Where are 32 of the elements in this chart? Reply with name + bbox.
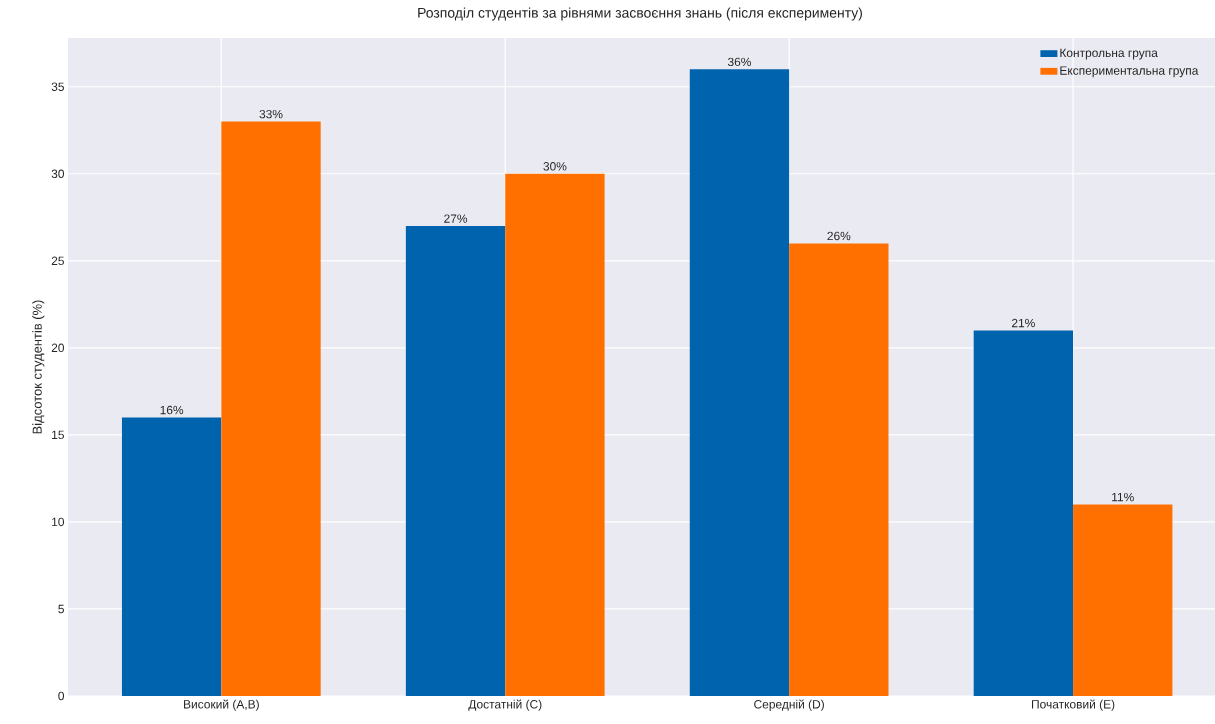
data-label: 36%	[727, 57, 751, 67]
bar	[973, 330, 1074, 696]
data-label: 16%	[160, 405, 184, 415]
y-tick-label: 25	[51, 256, 64, 266]
y-tick-label: 20	[51, 343, 65, 353]
y-tick-label: 10	[52, 517, 65, 527]
x-tick-label: Високий (A,B)	[184, 699, 259, 711]
bar	[405, 225, 506, 696]
data-label: 33%	[259, 109, 283, 119]
legend-label: Контрольна група	[1060, 48, 1158, 60]
data-label: 30%	[543, 162, 567, 171]
y-tick-label: 5	[58, 604, 64, 614]
legend-label: Експериментальна група	[1060, 66, 1199, 78]
data-label: 27%	[444, 214, 468, 223]
bar	[221, 121, 321, 696]
x-tick-label: Достатній (C)	[468, 699, 542, 711]
x-tick-label: Початковий (E)	[1031, 699, 1115, 711]
y-tick-label: 30	[51, 169, 65, 178]
bar	[689, 69, 790, 696]
x-tick-label: Середній (D)	[754, 699, 824, 711]
bar	[1073, 504, 1173, 696]
data-label: 21%	[1011, 318, 1035, 328]
bar	[121, 417, 222, 696]
y-tick-label: 15	[52, 430, 64, 440]
y-tick-label: 0	[58, 691, 65, 701]
chart-title: Розподіл студентів за рівнями засвоєння знань (після експерименту)	[418, 7, 862, 21]
bar	[505, 173, 605, 696]
data-label: 26%	[827, 231, 851, 241]
y-axis-title: Відсоток студентів (%)	[32, 300, 45, 434]
y-tick-label: 35	[51, 82, 64, 91]
bar	[789, 243, 889, 696]
data-label: 11%	[1112, 492, 1134, 502]
